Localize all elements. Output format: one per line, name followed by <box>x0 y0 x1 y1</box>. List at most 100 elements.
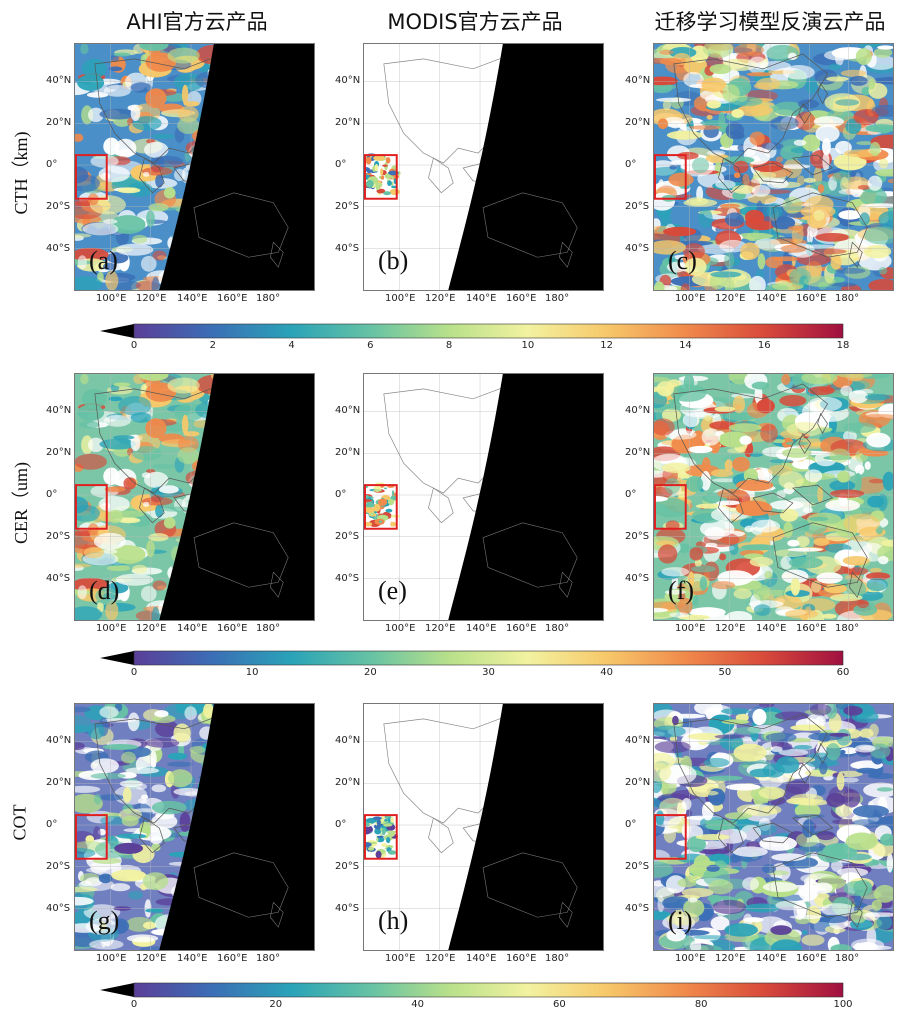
cloud-blob <box>386 837 391 844</box>
cloud-blob <box>753 584 771 601</box>
cloud-blob <box>90 758 119 774</box>
cloud-blob <box>189 745 206 754</box>
cloud-blob <box>815 232 850 242</box>
lon-tick-label: 160°E <box>217 953 248 964</box>
lat-tick-label: 0° <box>335 159 347 170</box>
cloud-blob <box>81 388 107 409</box>
column-title-modis: MODIS官方云产品 <box>387 10 563 34</box>
cloud-blob <box>866 432 891 448</box>
cloud-blob <box>677 597 693 615</box>
cloud-blob <box>828 63 842 71</box>
lon-tick-label: 100°E <box>96 623 127 634</box>
cloud-blob <box>779 394 807 407</box>
cloud-blob <box>383 191 392 196</box>
cloud-blob <box>876 787 893 792</box>
cloud-blob <box>866 926 877 947</box>
cloud-blob <box>167 47 200 64</box>
map-panel-a: (a) <box>74 43 315 291</box>
cloud-blob <box>789 793 824 805</box>
cloud-blob <box>105 600 119 620</box>
cloud-blob <box>654 607 669 613</box>
lon-tick-label: 160°E <box>506 953 537 964</box>
lon-tick-label: 120°E <box>715 623 746 634</box>
colorbar-tick-label: 16 <box>757 340 771 351</box>
cloud-blob <box>364 507 375 514</box>
cloud-blob <box>387 830 396 838</box>
cloud-blob <box>764 570 773 580</box>
cloud-blob <box>90 772 126 780</box>
cloud-blob <box>689 125 722 130</box>
cloud-blob <box>654 281 665 290</box>
cloud-blob <box>749 452 763 457</box>
cloud-blob <box>795 832 819 848</box>
cloud-blob <box>869 141 881 157</box>
cloud-blob <box>98 794 124 801</box>
night-region <box>448 44 603 290</box>
cloud-blob <box>82 222 119 236</box>
cloud-blob <box>364 499 373 502</box>
cloud-blob <box>80 880 92 887</box>
highlight-box <box>364 484 398 530</box>
cloud-blob <box>385 508 393 513</box>
cloud-blob <box>695 834 731 841</box>
cloud-blob <box>686 197 709 206</box>
cloud-blob <box>706 864 720 872</box>
lat-tick-label: 20°S <box>625 531 650 542</box>
cloud-blob <box>691 157 710 174</box>
cloud-blob <box>668 120 683 129</box>
map-panel-e: (e) <box>363 373 604 621</box>
cloud-blob <box>878 158 889 169</box>
map-panel-c: (c) <box>653 43 894 291</box>
cloud-blob <box>875 168 893 177</box>
cloud-blob <box>80 44 89 55</box>
cloud-blob <box>704 542 718 548</box>
cloud-blob <box>681 798 692 811</box>
cloud-blob <box>382 164 388 167</box>
cloud-blob <box>813 882 833 894</box>
cloud-blob <box>103 84 131 97</box>
cloud-blob <box>749 275 766 290</box>
cloud-blob <box>848 390 869 404</box>
lat-tick-label: 40°N <box>335 735 361 746</box>
lon-tick-label: 180° <box>256 953 281 964</box>
lon-tick-label: 100°E <box>675 953 706 964</box>
cloud-blob <box>817 184 825 194</box>
cloud-blob <box>850 762 863 769</box>
cloud-blob <box>733 727 762 735</box>
colorbar-tick-label: 12 <box>600 340 614 351</box>
cloud-blob <box>826 743 841 761</box>
lon-tick-label: 140°E <box>756 953 787 964</box>
cloud-blob <box>868 78 876 90</box>
cloud-blob <box>752 708 767 726</box>
lat-tick-label: 40°S <box>625 903 650 914</box>
cloud-blob <box>102 548 118 554</box>
cloud-blob <box>782 65 815 80</box>
cloud-blob <box>654 497 689 518</box>
cloud-blob <box>838 189 863 195</box>
cloud-blob <box>758 786 786 799</box>
coastline-night <box>482 852 578 928</box>
cloud-blob <box>840 69 867 77</box>
cloud-blob <box>106 252 129 264</box>
cloud-blob <box>836 867 869 877</box>
cloud-blob <box>753 604 771 616</box>
panel-label: (f) <box>668 576 694 605</box>
cloud-blob <box>708 879 734 895</box>
cloud-blob <box>102 743 139 750</box>
cloud-blob <box>184 706 197 721</box>
cloud-blob <box>387 485 395 488</box>
lat-tick-label: 0° <box>335 819 347 830</box>
cloud-blob <box>856 599 870 609</box>
cloud-blob <box>887 179 893 184</box>
cloud-blob <box>699 576 708 591</box>
colorbar-tick-label: 40 <box>411 999 424 1010</box>
cloud-blob <box>707 894 723 903</box>
night-region <box>159 44 314 290</box>
cloud-blob <box>733 44 764 57</box>
cloud-blob <box>112 435 135 440</box>
cloud-blob <box>125 767 160 774</box>
cloud-blob <box>826 792 846 808</box>
highlight-box <box>364 154 398 200</box>
cloud-blob <box>123 477 137 490</box>
cloud-blob <box>867 773 893 780</box>
